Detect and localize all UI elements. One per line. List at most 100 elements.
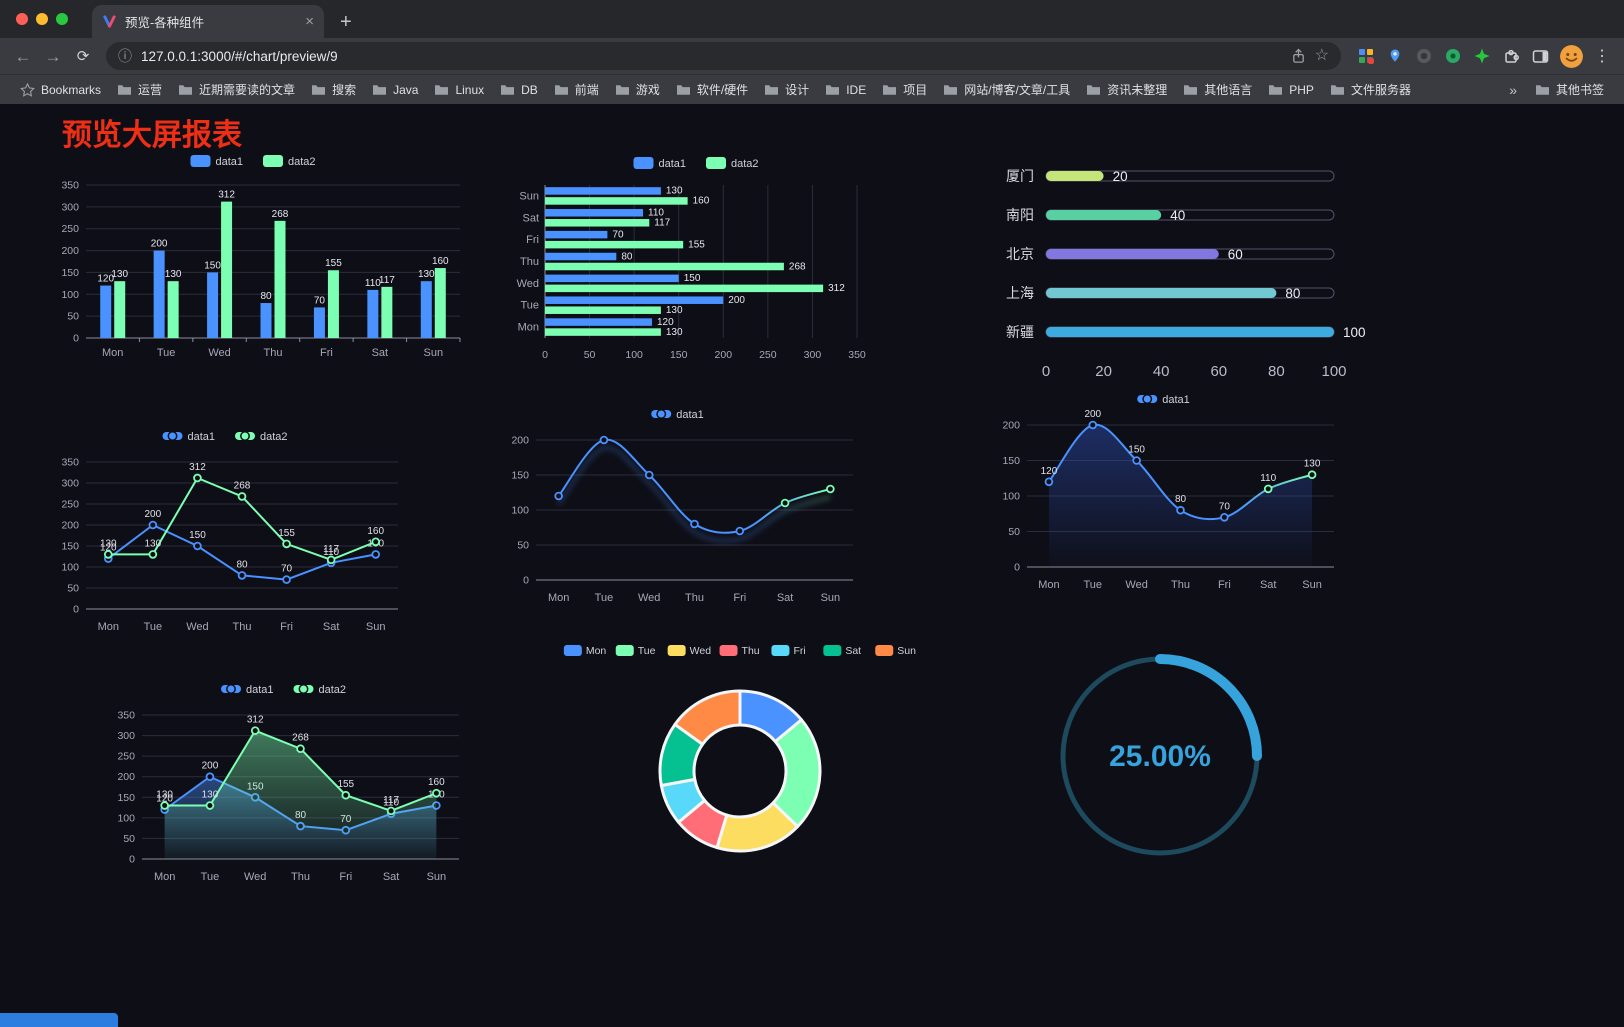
area-chart-single-svg: 0 50 100 150 200 Mon Tue Wed Thu Fri Sat Sun 120 200 1…	[1002, 394, 1334, 591]
bookmark-label: Bookmarks	[41, 82, 102, 97]
svg-text:Tue: Tue	[1084, 579, 1103, 591]
green-star-extension-icon[interactable]	[1473, 47, 1491, 65]
bookmark-item[interactable]: 游戏	[607, 78, 668, 101]
svg-text:155: 155	[325, 258, 342, 269]
tab-close-icon[interactable]: ×	[305, 13, 314, 30]
svg-text:250: 250	[117, 751, 135, 763]
folder-icon	[1087, 85, 1101, 95]
svg-text:150: 150	[204, 260, 221, 271]
svg-text:130: 130	[165, 269, 182, 280]
minimize-window-button[interactable]	[36, 13, 48, 25]
svg-text:Tue: Tue	[201, 871, 220, 883]
svg-text:150: 150	[511, 470, 529, 482]
svg-text:268: 268	[292, 733, 309, 744]
bookmark-label: 设计	[785, 83, 810, 97]
svg-text:data1: data1	[188, 431, 216, 443]
svg-text:350: 350	[61, 457, 79, 469]
svg-text:120: 120	[97, 274, 114, 285]
map-pin-extension-icon[interactable]	[1386, 47, 1404, 65]
svg-text:Sat: Sat	[845, 645, 861, 657]
svg-text:data2: data2	[731, 158, 759, 170]
bookmark-item[interactable]: 其他语言	[1175, 78, 1260, 101]
forward-icon[interactable]: →	[44, 46, 62, 66]
bookmark-item[interactable]: DB	[492, 80, 546, 100]
bookmark-item[interactable]: 前端	[546, 78, 607, 101]
bookmark-item[interactable]: Java	[364, 80, 426, 100]
svg-text:110: 110	[648, 208, 664, 219]
bookmark-item[interactable]: Bookmarks	[12, 80, 109, 100]
bookmark-item[interactable]: PHP	[1260, 80, 1322, 100]
bookmark-label: 其他语言	[1204, 83, 1253, 97]
green-circle-extension-icon[interactable]	[1444, 47, 1462, 65]
window-controls	[0, 0, 82, 38]
svg-text:150: 150	[670, 349, 688, 361]
folder-icon	[435, 85, 449, 95]
close-window-button[interactable]	[16, 13, 28, 25]
svg-text:250: 250	[759, 349, 777, 361]
svg-text:130: 130	[666, 305, 683, 316]
svg-text:117: 117	[654, 218, 670, 229]
svg-text:100: 100	[1002, 491, 1020, 503]
bookmark-item[interactable]: 近期需要读的文章	[170, 78, 303, 101]
bookmark-item[interactable]: Linux	[426, 80, 492, 100]
bookmark-item[interactable]: 资讯未整理	[1078, 78, 1175, 101]
bookmark-item[interactable]: 运营	[109, 78, 170, 101]
svg-text:350: 350	[117, 710, 135, 722]
svg-text:Tue: Tue	[520, 300, 539, 312]
svg-text:120: 120	[100, 543, 117, 554]
side-panel-icon[interactable]	[1531, 47, 1549, 65]
bookmark-label: 游戏	[635, 83, 660, 97]
share-icon[interactable]	[1291, 48, 1306, 64]
extension-grid-icon[interactable]	[1357, 47, 1375, 65]
svg-text:155: 155	[337, 779, 354, 790]
folder-icon	[501, 85, 515, 95]
bookmark-item[interactable]: 搜索	[303, 78, 364, 101]
bookmark-item[interactable]: 文件服务器	[1322, 78, 1419, 101]
svg-text:160: 160	[428, 777, 445, 788]
folder-icon	[1184, 85, 1198, 95]
reload-icon[interactable]: ⟳	[76, 47, 90, 65]
bookmarks-bar: Bookmarks 运营 近期需要读的文章 搜索 Java Linux DB 前端 游戏 软件/硬…	[0, 74, 1624, 104]
svg-text:Sat: Sat	[1260, 579, 1277, 591]
bookmark-item[interactable]: 设计	[756, 78, 817, 101]
svg-text:80: 80	[1175, 494, 1187, 505]
svg-text:Sat: Sat	[777, 592, 794, 604]
svg-text:300: 300	[804, 349, 822, 361]
menu-icon[interactable]: ⋮	[1594, 48, 1610, 65]
svg-text:155: 155	[688, 239, 705, 250]
bookmark-item[interactable]: 软件/硬件	[668, 78, 756, 101]
svg-text:150: 150	[1002, 455, 1020, 467]
bookmark-item[interactable]: 网站/博客/文章/工具	[935, 78, 1078, 101]
svg-text:Mon: Mon	[518, 322, 539, 334]
gray-circle-extension-icon[interactable]	[1415, 47, 1433, 65]
gauge-chart: 25.00%	[1040, 642, 1280, 875]
bookmark-item[interactable]: IDE	[817, 80, 874, 100]
svg-text:Fri: Fri	[280, 621, 293, 633]
zoom-window-button[interactable]	[56, 13, 68, 25]
new-tab-button[interactable]: +	[340, 11, 352, 33]
svg-text:50: 50	[67, 311, 79, 323]
svg-text:150: 150	[684, 273, 701, 284]
svg-text:80: 80	[260, 291, 272, 302]
svg-text:0: 0	[73, 333, 79, 345]
svg-text:100: 100	[61, 289, 79, 301]
svg-text:110: 110	[1260, 473, 1276, 484]
back-icon[interactable]: ←	[14, 46, 32, 66]
svg-text:200: 200	[1084, 409, 1101, 420]
bookmarks-right: » 其他书签	[1501, 78, 1612, 101]
svg-text:312: 312	[828, 283, 845, 294]
bookmark-item[interactable]: 项目	[874, 78, 935, 101]
other-bookmarks-folder[interactable]: 其他书签	[1527, 78, 1612, 101]
omnibox[interactable]: ⓘ 127.0.0.1:3000/#/chart/preview/9 ☆	[106, 42, 1341, 70]
svg-text:40: 40	[1170, 208, 1185, 223]
folder-icon	[1330, 85, 1344, 95]
bookmark-star-icon[interactable]: ☆	[1314, 47, 1329, 64]
bookmarks-overflow-icon[interactable]: »	[1509, 81, 1517, 98]
bookmark-label: 文件服务器	[1350, 83, 1411, 97]
profile-avatar[interactable]	[1560, 44, 1583, 68]
svg-text:50: 50	[1008, 526, 1020, 538]
site-info-icon[interactable]: ⓘ	[118, 48, 132, 64]
browser-tab[interactable]: 预览-各种组件 ×	[92, 5, 324, 38]
extensions-puzzle-icon[interactable]	[1502, 47, 1520, 65]
svg-text:新疆: 新疆	[1006, 324, 1034, 340]
